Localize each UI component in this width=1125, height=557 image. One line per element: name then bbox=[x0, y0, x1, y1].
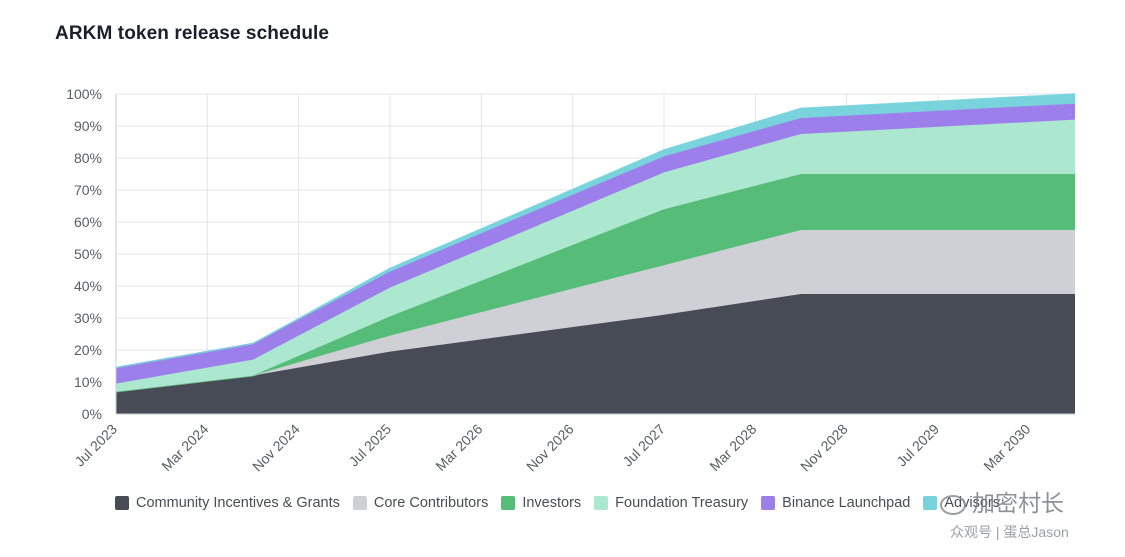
legend-item[interactable]: Investors bbox=[501, 495, 581, 511]
area-investors bbox=[116, 174, 1075, 392]
watermark: 加密村长 众观号 | 蛋总Jason bbox=[940, 490, 1069, 539]
x-tick-label: Mar 2030 bbox=[980, 421, 1033, 474]
y-tick-label: 70% bbox=[74, 182, 102, 198]
legend-swatch bbox=[352, 496, 367, 510]
x-tick-label: Mar 2026 bbox=[432, 421, 485, 474]
y-tick-label: 60% bbox=[74, 214, 102, 230]
x-tick-label: Mar 2024 bbox=[158, 421, 211, 474]
area-binance-launchpad bbox=[116, 103, 1075, 384]
y-tick-label: 0% bbox=[82, 406, 102, 422]
legend-swatch bbox=[501, 496, 516, 510]
x-tick-label: Jul 2027 bbox=[619, 421, 668, 470]
y-tick-label: 30% bbox=[74, 310, 102, 326]
legend: Community Incentives & Grants Core Contri… bbox=[115, 495, 1013, 511]
x-tick-label: Jul 2023 bbox=[71, 421, 120, 470]
legend-item[interactable]: Binance Launchpad bbox=[761, 495, 910, 511]
watermark-logo-icon bbox=[940, 494, 966, 515]
legend-item[interactable]: Community Incentives & Grants bbox=[115, 495, 340, 511]
x-tick-label: Nov 2028 bbox=[797, 421, 851, 475]
legend-swatch bbox=[923, 496, 938, 510]
y-tick-label: 80% bbox=[74, 150, 102, 166]
y-tick-label: 20% bbox=[74, 342, 102, 358]
x-tick-labels: Jul 2023 Mar 2024 Nov 2024 Jul 2025 Mar 2026… bbox=[71, 421, 1033, 475]
area-series bbox=[115, 93, 1076, 414]
legend-item[interactable]: Core Contributors bbox=[352, 495, 489, 511]
y-tick-label: 10% bbox=[74, 374, 102, 390]
legend-label: Investors bbox=[522, 495, 582, 511]
legend-label: Foundation Treasury bbox=[615, 495, 749, 511]
watermark-sub: 众观号 | 蛋总Jason bbox=[950, 524, 1069, 540]
y-tick-label: 40% bbox=[74, 278, 102, 294]
area-community-incentives-grants bbox=[116, 294, 1075, 414]
x-tick-label: Nov 2024 bbox=[249, 421, 303, 475]
y-tick-label: 50% bbox=[74, 246, 102, 262]
axes bbox=[115, 94, 1075, 415]
x-tick-label: Jul 2025 bbox=[345, 421, 394, 470]
y-tick-label: 90% bbox=[74, 118, 102, 134]
legend-swatch bbox=[115, 496, 129, 510]
area-core-contributors bbox=[116, 230, 1075, 392]
watermark-main: 加密村长 bbox=[972, 490, 1064, 516]
chart-title: ARKM token release schedule bbox=[55, 23, 330, 44]
area-foundation-treasury bbox=[116, 119, 1075, 392]
legend-label: Community Incentives & Grants bbox=[136, 495, 340, 511]
legend-item[interactable]: Foundation Treasury bbox=[594, 495, 748, 511]
legend-label: Binance Launchpad bbox=[782, 495, 911, 511]
y-tick-label: 100% bbox=[66, 86, 102, 102]
legend-label: Core Contributors bbox=[373, 495, 489, 511]
area-edge bbox=[115, 93, 1076, 369]
x-tick-label: Nov 2026 bbox=[523, 421, 577, 475]
y-tick-labels: 0% 10% 20% 30% 40% 50% 60% 70% 80% 90% 100% bbox=[66, 86, 102, 422]
legend-swatch bbox=[594, 496, 609, 510]
x-tick-label: Mar 2028 bbox=[706, 421, 759, 474]
legend-swatch bbox=[761, 496, 776, 510]
x-tick-label: Jul 2029 bbox=[893, 421, 942, 470]
